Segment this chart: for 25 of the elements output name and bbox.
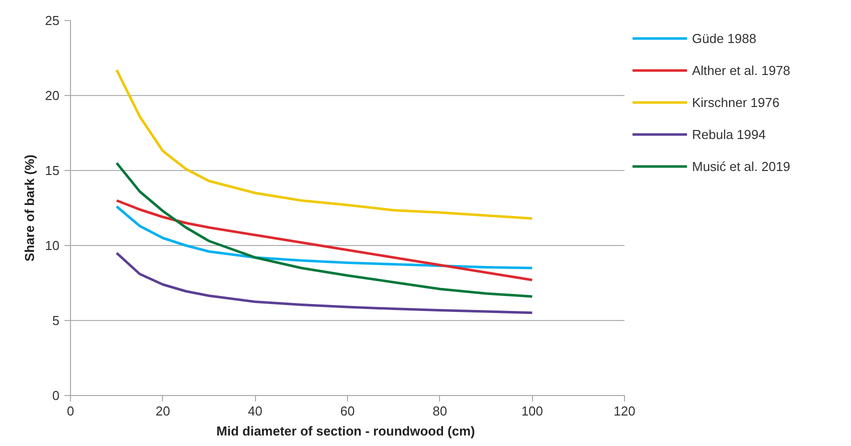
x-tick-label: 40: [248, 404, 262, 418]
x-tick-label: 60: [340, 404, 355, 418]
legend-label: Rebula 1994: [692, 126, 766, 142]
legend-label: Kirschner 1976: [692, 94, 780, 110]
x-tick-label: 80: [432, 404, 448, 418]
line-series: [115, 199, 534, 282]
y-tick-label: 10: [45, 238, 60, 253]
line-series: [115, 68, 534, 220]
y-tick-label: 5: [52, 313, 60, 328]
legend-label: Alther et al. 1978: [692, 62, 790, 78]
x-axis-title: Mid diameter of section - roundwood (cm): [216, 424, 475, 438]
y-tick-label: 25: [45, 13, 60, 28]
x-tick-label: 0: [66, 404, 74, 418]
legend-label: Musić et al. 2019: [692, 158, 790, 174]
y-tick-label: 20: [45, 88, 60, 103]
y-axis-title: Share of bark (%): [22, 154, 38, 262]
y-tick-label: 0: [52, 388, 60, 403]
line-series: [115, 162, 534, 298]
y-tick-label: 15: [45, 163, 60, 178]
line-series: [115, 252, 534, 314]
x-tick-label: 100: [521, 404, 544, 418]
line-series: [115, 205, 534, 270]
legend-label: Güde 1988: [692, 30, 756, 46]
x-tick-label: 120: [614, 404, 636, 418]
x-tick-label: 20: [156, 404, 170, 418]
